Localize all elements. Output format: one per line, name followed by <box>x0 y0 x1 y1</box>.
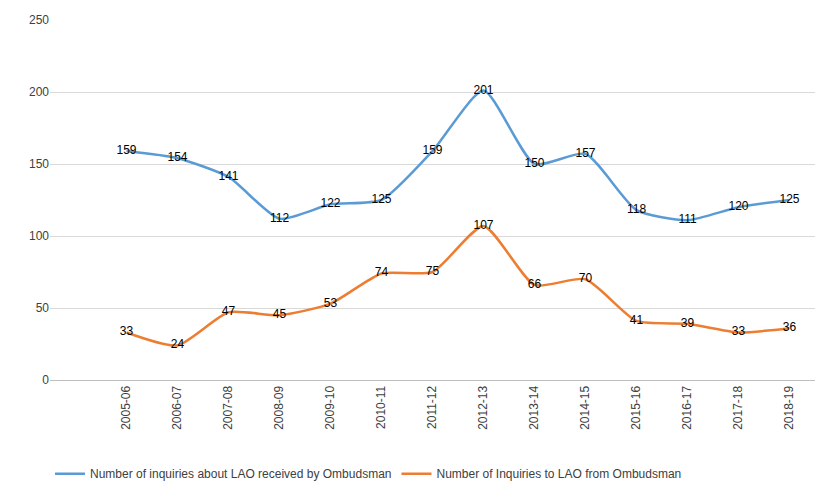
svg-text:2014-15: 2014-15 <box>578 385 592 429</box>
svg-text:Number of Inquiries to LAO fro: Number of Inquiries to LAO from Ombudsma… <box>436 467 681 481</box>
svg-text:150: 150 <box>524 156 544 170</box>
svg-text:159: 159 <box>422 143 442 157</box>
svg-text:2011-12: 2011-12 <box>425 385 439 428</box>
svg-text:50: 50 <box>36 301 50 315</box>
svg-text:75: 75 <box>426 264 440 278</box>
svg-text:2013-14: 2013-14 <box>527 385 541 429</box>
svg-text:2008-09: 2008-09 <box>272 385 286 429</box>
svg-text:24: 24 <box>171 337 185 351</box>
svg-text:2009-10: 2009-10 <box>323 385 337 429</box>
svg-text:112: 112 <box>270 211 289 225</box>
svg-text:125: 125 <box>371 192 391 206</box>
svg-text:120: 120 <box>728 199 748 213</box>
svg-text:33: 33 <box>120 324 134 338</box>
svg-text:122: 122 <box>320 196 340 210</box>
svg-text:45: 45 <box>273 307 287 321</box>
svg-text:Number of inquiries about LAO: Number of inquiries about LAO received b… <box>90 467 391 481</box>
svg-text:250: 250 <box>29 13 49 27</box>
svg-text:41: 41 <box>630 313 644 327</box>
svg-text:200: 200 <box>29 85 49 99</box>
svg-text:111: 111 <box>678 212 697 226</box>
svg-text:2018-19: 2018-19 <box>782 385 796 429</box>
svg-text:107: 107 <box>473 218 493 232</box>
svg-text:125: 125 <box>779 192 799 206</box>
svg-text:2010-11: 2010-11 <box>374 385 388 428</box>
svg-text:159: 159 <box>116 143 136 157</box>
svg-text:2006-07: 2006-07 <box>170 385 184 429</box>
svg-text:2005-06: 2005-06 <box>119 385 133 429</box>
svg-text:66: 66 <box>528 277 542 291</box>
svg-text:2012-13: 2012-13 <box>476 385 490 429</box>
svg-text:201: 201 <box>473 83 493 97</box>
svg-text:118: 118 <box>627 202 646 216</box>
svg-text:74: 74 <box>375 265 389 279</box>
svg-text:47: 47 <box>222 304 236 318</box>
svg-text:2015-16: 2015-16 <box>629 385 643 429</box>
svg-text:36: 36 <box>783 320 797 334</box>
svg-text:100: 100 <box>29 229 49 243</box>
svg-text:39: 39 <box>681 316 695 330</box>
svg-text:154: 154 <box>167 150 187 164</box>
svg-text:2016-17: 2016-17 <box>680 385 694 429</box>
svg-text:53: 53 <box>324 296 338 310</box>
svg-text:33: 33 <box>732 324 746 338</box>
svg-text:157: 157 <box>575 146 595 160</box>
svg-text:70: 70 <box>579 271 593 285</box>
svg-text:0: 0 <box>42 373 49 387</box>
svg-text:150: 150 <box>29 157 49 171</box>
svg-text:2007-08: 2007-08 <box>221 385 235 429</box>
svg-text:2017-18: 2017-18 <box>731 385 745 429</box>
svg-text:141: 141 <box>218 169 238 183</box>
